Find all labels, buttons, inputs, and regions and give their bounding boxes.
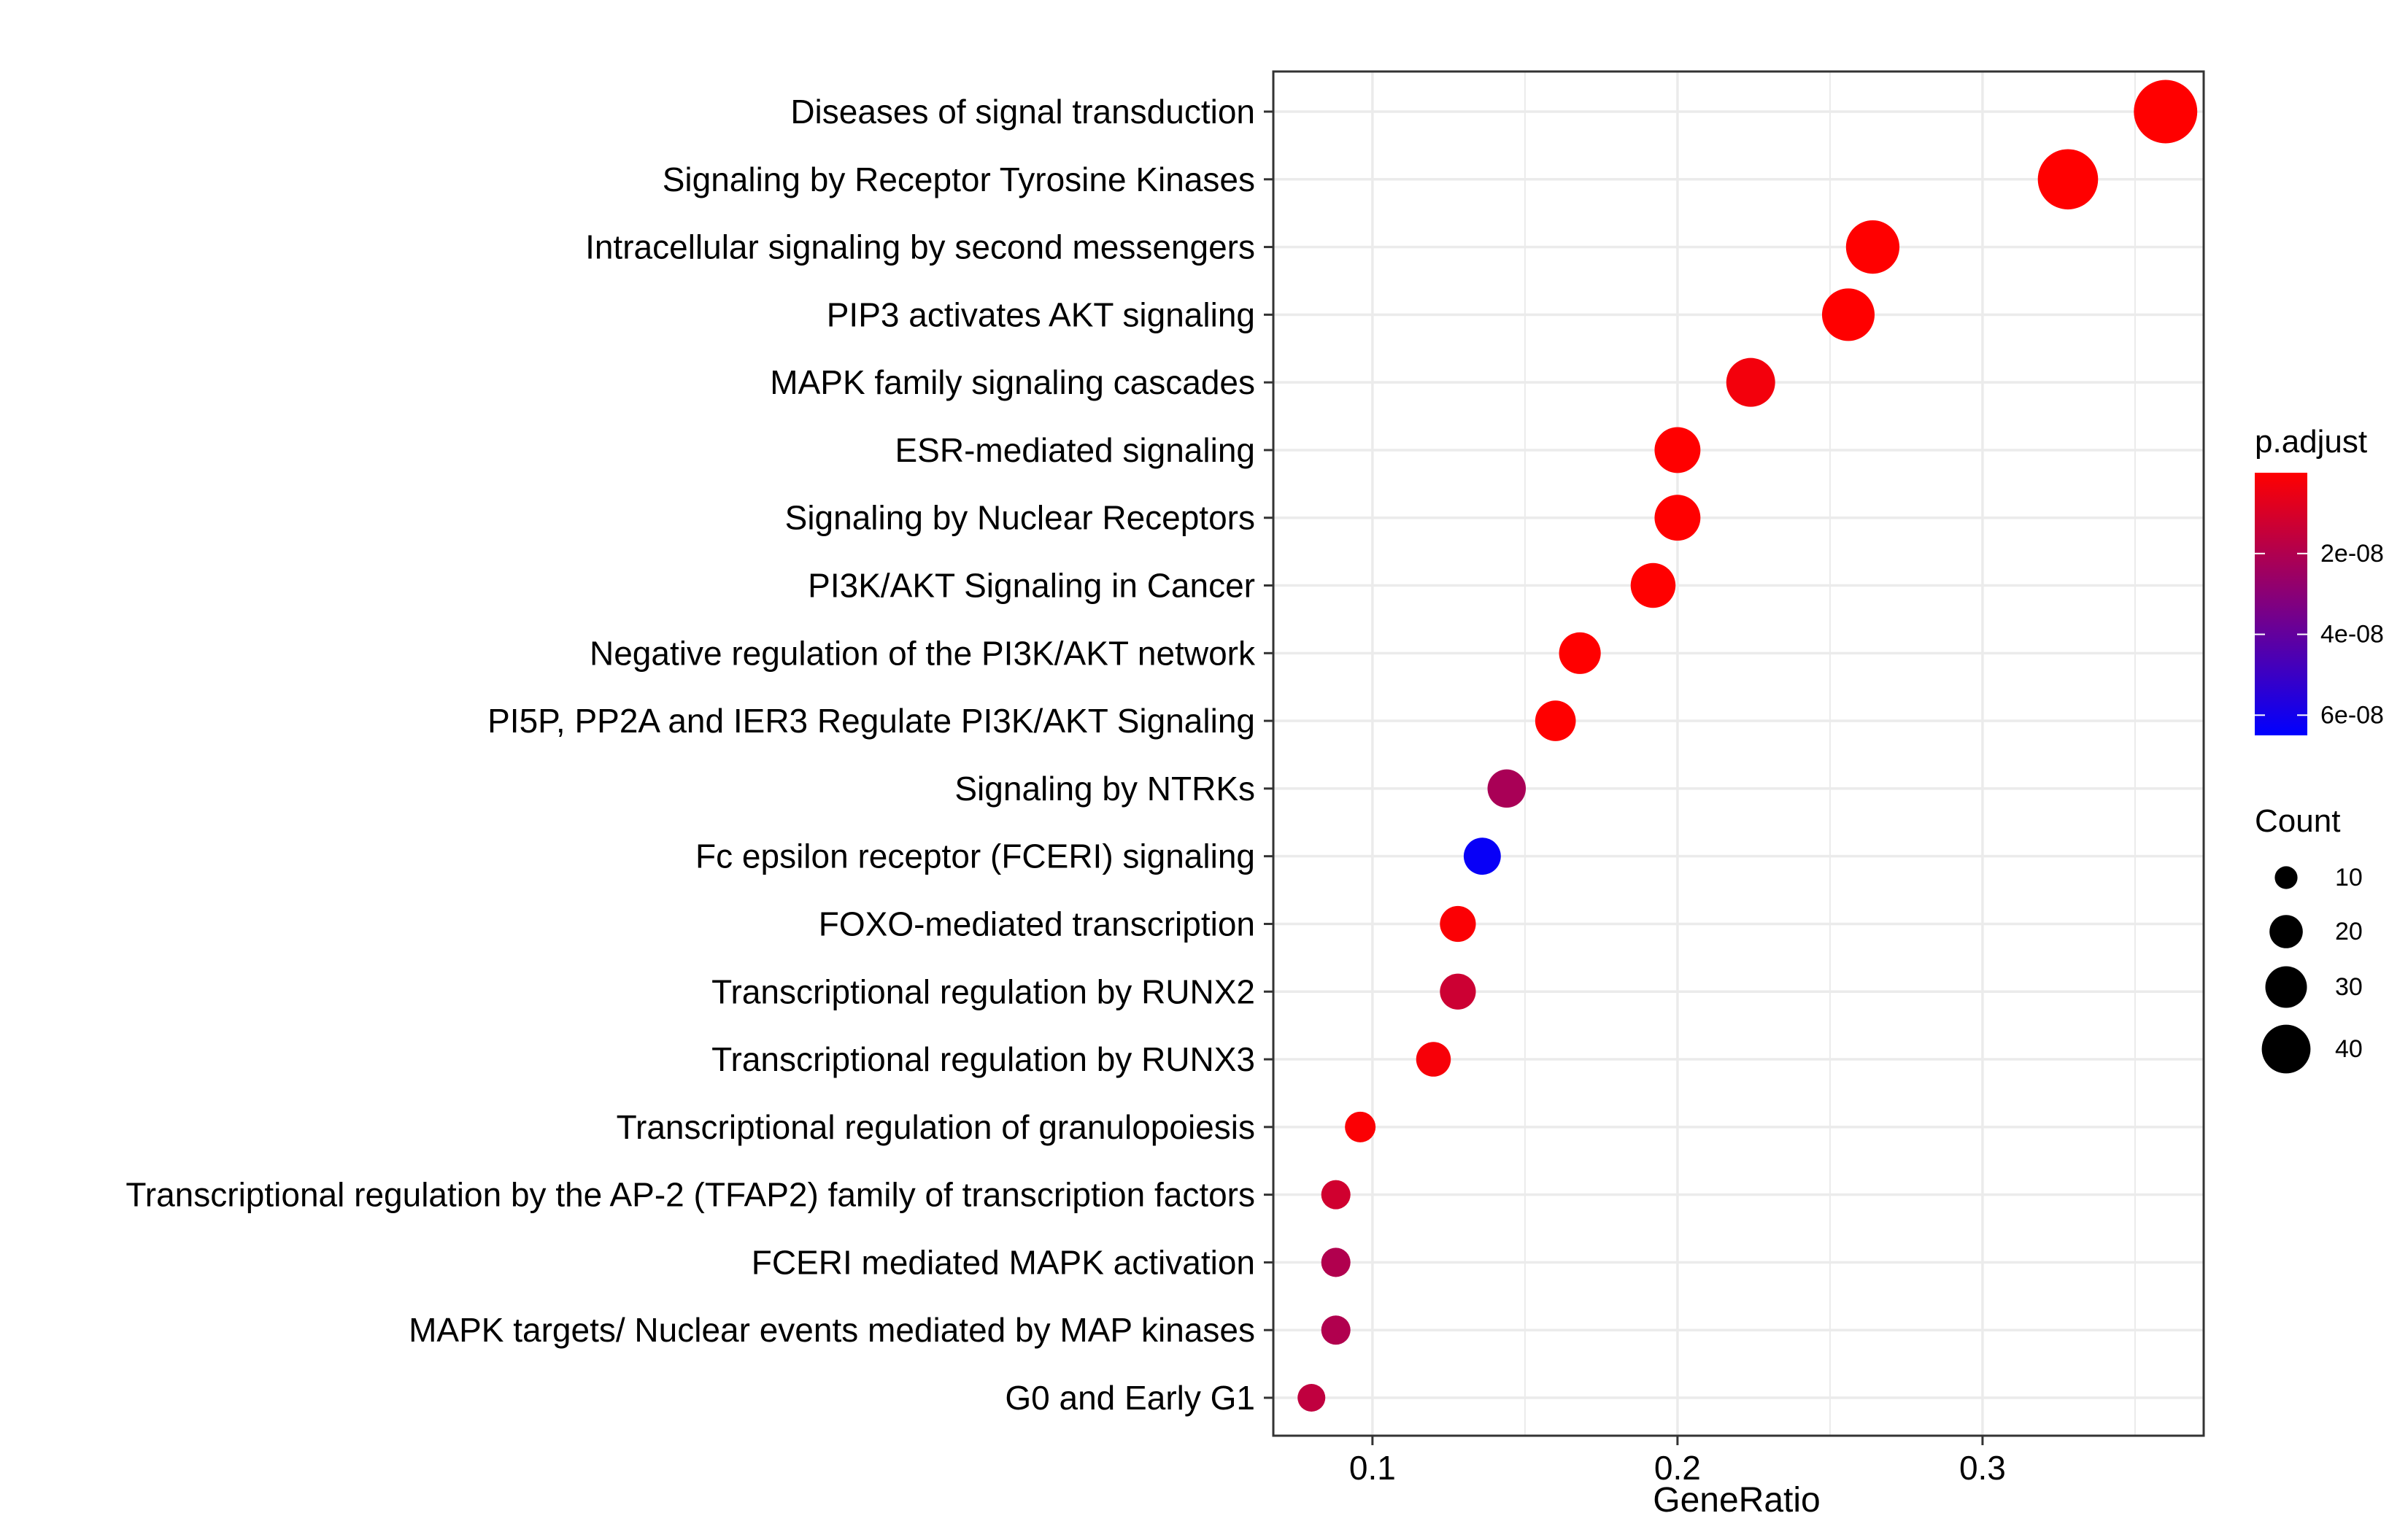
size-legend-dot [2265, 966, 2307, 1008]
data-point [1654, 495, 1701, 541]
color-legend-label: 2e-08 [2320, 540, 2384, 568]
y-tick-label: Transcriptional regulation of granulopoi… [617, 1108, 1255, 1146]
x-axis: 0.1 0.2 0.3 [1349, 1436, 2006, 1487]
y-tick-label: PI3K/AKT Signaling in Cancer [808, 567, 1255, 605]
data-point [1440, 973, 1476, 1010]
y-tick-label: Transcriptional regulation by RUNX3 [711, 1040, 1255, 1078]
y-tick-label: Negative regulation of the PI3K/AKT netw… [590, 634, 1256, 672]
data-point [1321, 1180, 1351, 1210]
data-point [1630, 562, 1676, 608]
color-legend-label: 6e-08 [2320, 701, 2384, 729]
panel-frame [1272, 70, 2205, 1437]
y-tick-label: FCERI mediated MAPK activation [752, 1243, 1255, 1281]
data-points [1297, 80, 2198, 1412]
y-tick-label: PI5P, PP2A and IER3 Regulate PI3K/AKT Si… [487, 702, 1255, 740]
size-legend-label: 30 [2335, 973, 2363, 1001]
x-axis-title: GeneRatio [1653, 1481, 1820, 1520]
data-point [1321, 1247, 1351, 1277]
count-legend: Count 10 20 30 40 [2255, 803, 2363, 1074]
y-tick-label: PIP3 activates AKT signaling [827, 295, 1255, 333]
y-tick-label: MAPK family signaling cascades [770, 363, 1255, 401]
data-point [1345, 1111, 1376, 1142]
y-tick-label: Signaling by Receptor Tyrosine Kinases [663, 160, 1255, 198]
p-adjust-legend: p.adjust 2e-08 4e-08 6e-08 [2255, 424, 2384, 735]
data-point [1321, 1315, 1351, 1345]
size-legend-label: 20 [2335, 918, 2363, 945]
data-point [1821, 288, 1875, 341]
color-legend-label: 4e-08 [2320, 621, 2384, 649]
panel-background [1273, 71, 2204, 1436]
color-bar [2255, 473, 2307, 735]
color-legend-title: p.adjust [2255, 424, 2367, 460]
size-legend-label: 10 [2335, 864, 2363, 891]
y-tick-label: MAPK targets/ Nuclear events mediated by… [409, 1311, 1255, 1349]
panel-border [1272, 70, 2205, 1437]
data-point [1726, 357, 1775, 407]
y-tick-label: FOXO-mediated transcription [819, 905, 1255, 943]
data-point [1559, 632, 1601, 674]
size-legend-dot [2261, 1024, 2311, 1074]
x-tick-label: 0.2 [1654, 1449, 1701, 1487]
y-tick-label: Diseases of signal transduction [790, 93, 1255, 131]
data-point [1654, 427, 1701, 473]
y-tick-label: Fc epsilon receptor (FCERI) signaling [695, 837, 1255, 875]
data-point [1416, 1042, 1451, 1077]
y-tick-label: Signaling by Nuclear Receptors [785, 499, 1255, 537]
y-tick-label: G0 and Early G1 [1005, 1379, 1255, 1417]
y-tick-label: Signaling by NTRKs [954, 770, 1255, 808]
data-point [2134, 80, 2198, 144]
size-legend-dot [2269, 915, 2303, 948]
x-tick-label: 0.1 [1349, 1449, 1396, 1487]
data-point [1487, 769, 1527, 808]
size-legend-label: 40 [2335, 1035, 2363, 1063]
y-tick-label: Transcriptional regulation by RUNX2 [711, 972, 1255, 1010]
data-point [1535, 700, 1576, 741]
data-point [1845, 220, 1900, 274]
size-legend-title: Count [2255, 803, 2340, 839]
data-point [2037, 149, 2099, 210]
data-point [1297, 1384, 1326, 1412]
data-point [1463, 837, 1501, 875]
size-legend-dot [2274, 866, 2298, 889]
y-axis: Diseases of signal transduction Signaling… [126, 93, 1273, 1417]
data-point [1440, 905, 1476, 943]
y-tick-label: Transcriptional regulation by the AP-2 (… [126, 1176, 1255, 1214]
y-tick-label: Intracellular signaling by second messen… [585, 228, 1255, 266]
x-tick-label: 0.3 [1959, 1449, 2006, 1487]
plot-panel [1273, 71, 2204, 1436]
y-tick-label: ESR-mediated signaling [895, 431, 1256, 469]
